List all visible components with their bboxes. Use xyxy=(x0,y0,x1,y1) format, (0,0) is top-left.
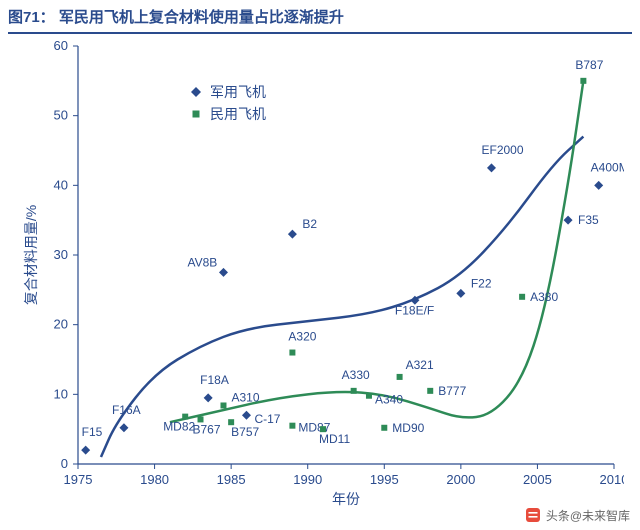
point-label: B777 xyxy=(438,384,466,398)
point-label: B787 xyxy=(575,58,603,72)
point-label: B2 xyxy=(302,217,317,231)
point-label: A400M xyxy=(591,160,624,174)
civil-point xyxy=(580,78,586,84)
x-tick-label: 2000 xyxy=(446,472,475,487)
military-point xyxy=(288,230,297,239)
military-point xyxy=(242,411,251,420)
point-label: F35 xyxy=(578,213,599,227)
scatter-chart: 1975 1980 1985 1990 1995 2000 2005 2010 0 10 20 30 4… xyxy=(16,36,624,506)
military-point xyxy=(119,423,128,432)
civil-point xyxy=(289,423,295,429)
y-tick-label: 60 xyxy=(54,38,68,53)
point-label: MD11 xyxy=(319,432,350,446)
point-label: EF2000 xyxy=(481,143,523,157)
x-axis-label: 年份 xyxy=(332,491,360,506)
military-point xyxy=(456,289,465,298)
civil-point xyxy=(427,388,433,394)
civil-point xyxy=(289,350,295,356)
legend-military-icon xyxy=(191,87,201,97)
figure-title: 图71： 军民用飞机上复合材料使用量占比逐渐提升 xyxy=(8,6,632,34)
point-label: A320 xyxy=(288,330,316,344)
point-label: F18A xyxy=(200,373,229,387)
x-tick-label: 1990 xyxy=(293,472,322,487)
military-point xyxy=(81,446,90,455)
point-label: AV8B xyxy=(187,255,217,269)
point-label: A330 xyxy=(342,368,370,382)
x-tick-label: 1975 xyxy=(64,472,93,487)
point-label: F22 xyxy=(471,276,492,290)
point-label: F18E/F xyxy=(395,303,434,317)
x-tick-label: 1985 xyxy=(217,472,246,487)
military-trend-line xyxy=(101,137,583,457)
military-point xyxy=(487,163,496,172)
footer-text: 头条@未来智库 xyxy=(546,509,630,523)
civil-point xyxy=(366,393,372,399)
military-point xyxy=(594,181,603,190)
attribution-footer: 头条@未来智库 xyxy=(526,507,630,524)
chart-container: 1975 1980 1985 1990 1995 2000 2005 2010 0 10 20 30 4… xyxy=(16,36,624,506)
military-point xyxy=(219,268,228,277)
point-label: C-17 xyxy=(254,412,280,426)
y-tick-label: 0 xyxy=(61,456,68,471)
y-tick-label: 30 xyxy=(54,247,68,262)
point-label: B767 xyxy=(193,422,221,436)
civil-point xyxy=(381,425,387,431)
x-tick-label: 1995 xyxy=(370,472,399,487)
title-text: 军民用飞机上复合材料使用量占比逐渐提升 xyxy=(59,9,344,26)
point-label: A321 xyxy=(406,358,434,372)
y-axis-label: 复合材料用量/% xyxy=(23,205,39,305)
point-label: F16A xyxy=(112,403,141,417)
point-label: A380 xyxy=(530,290,558,304)
toutiao-icon xyxy=(526,508,540,522)
military-point xyxy=(564,216,573,225)
legend-military-label: 军用飞机 xyxy=(210,84,266,100)
point-label: MD82 xyxy=(163,420,195,434)
point-label: A310 xyxy=(231,390,259,404)
x-tick-label: 1980 xyxy=(140,472,169,487)
civil-point xyxy=(220,402,226,408)
point-label: A340 xyxy=(375,393,403,407)
title-prefix: 图71： xyxy=(8,9,55,26)
civil-point xyxy=(351,388,357,394)
y-tick-label: 20 xyxy=(54,317,68,332)
legend-civil-label: 民用飞机 xyxy=(210,106,266,122)
x-tick-label: 2005 xyxy=(523,472,552,487)
y-tick-label: 40 xyxy=(54,177,68,192)
y-tick-label: 50 xyxy=(54,108,68,123)
military-point xyxy=(204,393,213,402)
point-label: B757 xyxy=(231,425,259,439)
point-label: MD90 xyxy=(392,421,424,435)
x-tick-label: 2010 xyxy=(600,472,624,487)
civil-trend-line xyxy=(170,81,583,422)
point-label: F15 xyxy=(82,425,103,439)
civil-point xyxy=(519,294,525,300)
civil-point xyxy=(397,374,403,380)
legend-civil-icon xyxy=(193,111,200,118)
y-tick-label: 10 xyxy=(54,386,68,401)
